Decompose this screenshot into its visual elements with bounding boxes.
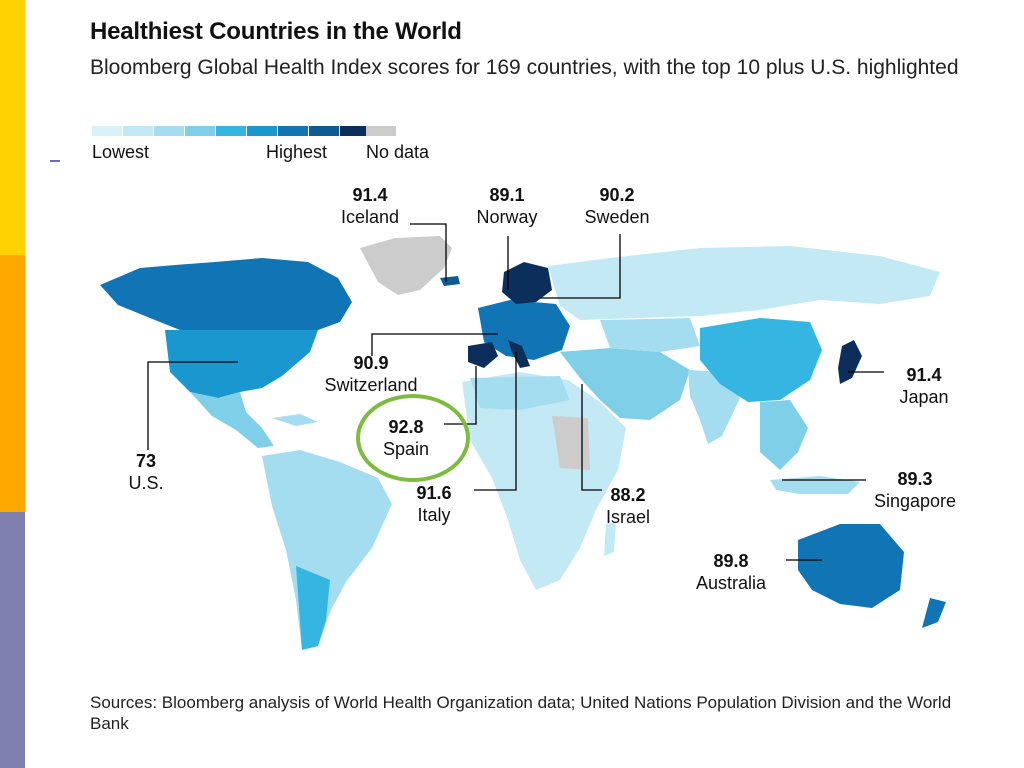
legend-swatch xyxy=(154,126,184,136)
callout-country: Norway xyxy=(476,207,538,227)
caribbean xyxy=(272,414,318,426)
callout-country: Iceland xyxy=(340,207,400,227)
callout-us: 73 U.S. xyxy=(116,450,176,494)
legend-swatch xyxy=(185,126,215,136)
australia xyxy=(798,524,904,608)
accent-bar-orange xyxy=(0,255,25,512)
spain-highlight-circle xyxy=(356,394,470,482)
callout-score: 91.4 xyxy=(352,185,388,205)
legend-swatch xyxy=(278,126,308,136)
callout-score: 91.6 xyxy=(416,483,452,503)
callout-country: Spain xyxy=(382,439,430,459)
legend-high-label: Highest xyxy=(266,142,328,162)
callout-country: Singapore xyxy=(873,491,957,511)
legend-low-label: Lowest xyxy=(92,142,150,162)
legend-swatch xyxy=(123,126,153,136)
callout-singapore: 89.3 Singapore xyxy=(866,468,964,512)
legend-nodata-label: No data xyxy=(366,142,430,162)
callout-score: 90.2 xyxy=(599,185,635,205)
china xyxy=(700,318,822,402)
callout-italy: 91.6 Italy xyxy=(404,482,464,526)
leader-israel xyxy=(581,384,602,491)
callout-score: 88.2 xyxy=(610,485,646,505)
north-africa xyxy=(470,376,570,410)
leader-sweden xyxy=(540,234,621,299)
callout-iceland: 91.4 Iceland xyxy=(322,184,418,228)
legend-nodata-swatch xyxy=(366,126,396,136)
leader-italy xyxy=(474,352,517,491)
callout-country: Israel xyxy=(605,507,650,527)
callout-country: Italy xyxy=(417,505,451,525)
callout-score: 92.8 xyxy=(388,417,424,437)
new-zealand xyxy=(922,598,946,628)
callout-score: 91.4 xyxy=(906,365,942,385)
legend-swatch xyxy=(340,126,370,136)
greenland xyxy=(360,236,452,295)
united-states xyxy=(165,330,318,398)
central-asia xyxy=(600,318,700,352)
callout-japan: 91.4 Japan xyxy=(886,364,962,408)
mexico xyxy=(190,392,274,448)
europe xyxy=(478,300,570,360)
russia xyxy=(548,246,940,320)
iceland xyxy=(440,276,460,286)
scandinavia xyxy=(502,262,552,304)
callout-score: 89.8 xyxy=(713,551,749,571)
callout-country: Japan xyxy=(899,387,949,407)
italy xyxy=(508,340,530,368)
legend-swatch xyxy=(216,126,246,136)
callout-israel: 88.2 Israel xyxy=(596,484,660,528)
accent-bar-purple xyxy=(0,512,25,768)
southeast-asia xyxy=(760,400,808,470)
callout-country: Australia xyxy=(695,573,767,593)
callout-score: 89.3 xyxy=(897,469,933,489)
callout-score: 90.9 xyxy=(353,353,389,373)
callout-sweden: 90.2 Sweden xyxy=(572,184,662,228)
chart-title: Healthiest Countries in the World xyxy=(90,18,462,45)
callout-australia: 89.8 Australia xyxy=(686,550,776,594)
color-legend xyxy=(92,126,371,136)
legend-scale xyxy=(92,126,371,136)
japan xyxy=(838,340,862,384)
middle-east xyxy=(560,348,690,420)
south-america xyxy=(262,450,392,650)
legend-swatch xyxy=(309,126,339,136)
callout-norway: 89.1 Norway xyxy=(462,184,552,228)
leader-iceland xyxy=(410,223,447,282)
callout-score: 73 xyxy=(135,451,157,471)
chile-argentina xyxy=(296,566,330,650)
callout-country: Sweden xyxy=(584,207,650,227)
madagascar xyxy=(604,522,616,556)
sudan xyxy=(552,416,590,470)
indonesia xyxy=(770,476,860,494)
leader-switzerland xyxy=(371,333,498,356)
callout-spain: 92.8 Spain xyxy=(370,416,442,460)
slide-dash xyxy=(50,160,60,162)
callout-switzerland: 90.9 Switzerland xyxy=(308,352,434,396)
callout-score: 89.1 xyxy=(489,185,525,205)
chart-subtitle: Bloomberg Global Health Index scores for… xyxy=(90,56,959,79)
accent-bar-yellow xyxy=(0,0,25,255)
canada xyxy=(100,258,352,330)
legend-swatch xyxy=(247,126,277,136)
leader-us xyxy=(147,361,238,450)
spain xyxy=(468,342,498,368)
callout-country: U.S. xyxy=(128,473,164,493)
sources-note: Sources: Bloomberg analysis of World Hea… xyxy=(90,693,952,733)
callout-country: Switzerland xyxy=(324,375,418,395)
legend-swatch xyxy=(92,126,122,136)
